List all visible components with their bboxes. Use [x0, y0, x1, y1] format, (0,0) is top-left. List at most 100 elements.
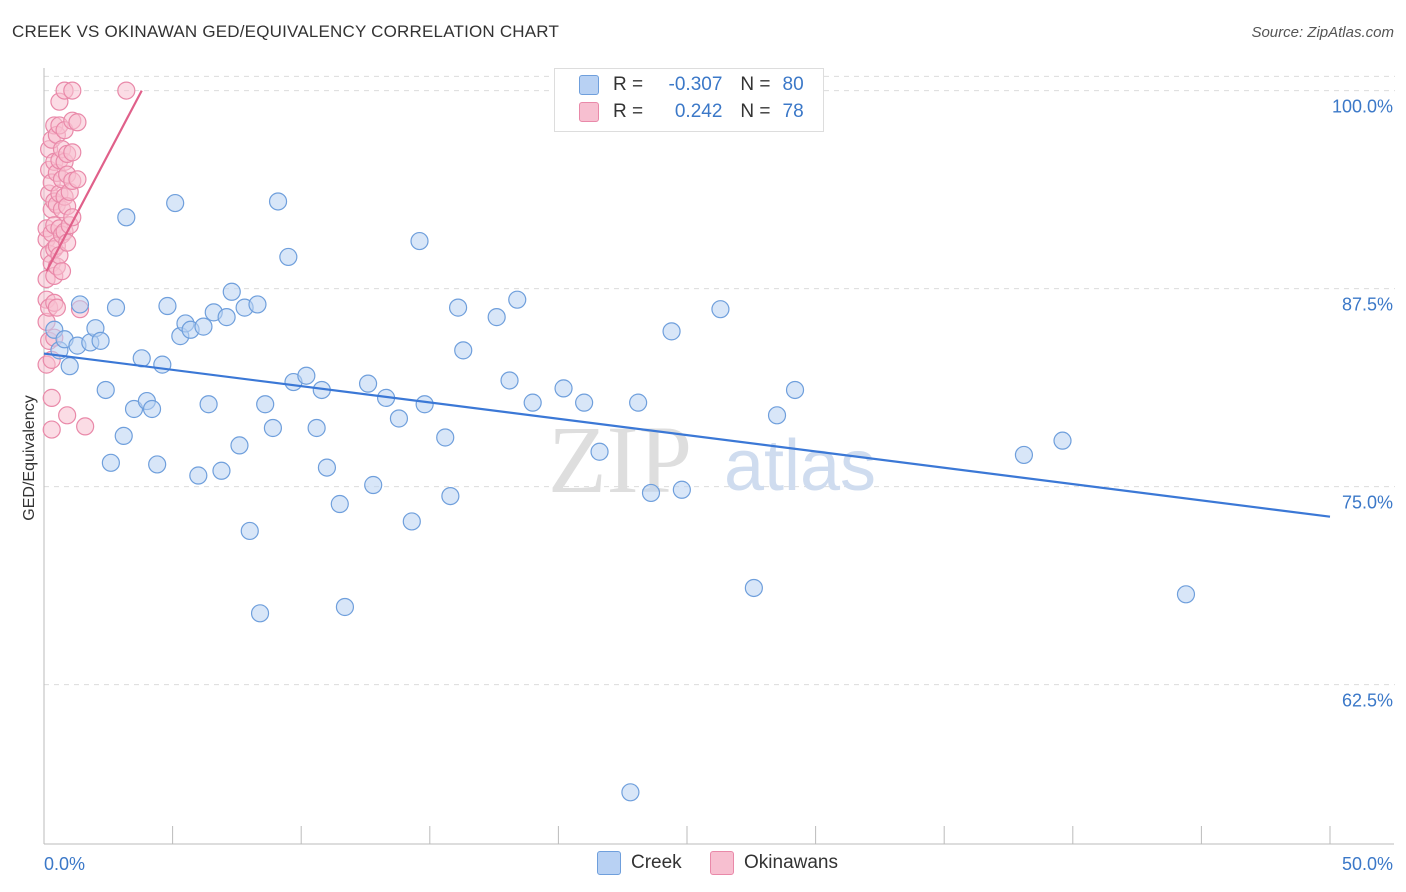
legend-swatch-creek: [579, 75, 599, 95]
legend-r-okinawans: 0.242: [674, 101, 723, 122]
creek-point: [142, 399, 162, 419]
creek-point: [508, 290, 527, 309]
legend-box: R = -0.307 N = 80 R = 0.242 N = 78: [554, 68, 824, 132]
okinawans-point: [42, 420, 61, 439]
creek-point: [212, 461, 231, 480]
creek-point: [448, 298, 468, 317]
creek-point: [330, 494, 349, 514]
legend-item-creek[interactable]: Creek: [597, 851, 682, 875]
legend-n-okinawans: 78: [782, 101, 804, 122]
creek-point: [317, 458, 337, 477]
creek-point: [1014, 445, 1034, 465]
creek-point: [662, 322, 681, 341]
legend-swatch-okinawans: [710, 851, 734, 875]
creek-point: [91, 331, 110, 350]
creek-point: [256, 395, 275, 414]
creek-point: [415, 395, 434, 414]
creek-point: [621, 783, 640, 802]
legend-n-label: N =: [740, 74, 771, 95]
creek-point: [523, 393, 542, 412]
creek-point: [268, 192, 288, 211]
creek-point: [364, 475, 383, 495]
creek-point: [248, 295, 267, 314]
axis-labels: 62.5% 75.0% 87.5% 100.0% 0.0% 50.0% GED/Equiva…: [21, 97, 1393, 874]
creek-point: [410, 231, 429, 251]
creek-point: [1053, 431, 1072, 450]
creek-point: [500, 371, 519, 390]
creek-point: [230, 436, 249, 455]
creek-point: [240, 521, 259, 541]
creek-point: [60, 357, 79, 376]
creek-point: [454, 341, 473, 360]
creek-point: [641, 483, 661, 503]
creek-point: [335, 597, 355, 617]
y-tick-label: 87.5%: [1342, 295, 1393, 315]
creek-point: [153, 355, 172, 374]
creek-point: [590, 442, 609, 461]
okinawans-point: [63, 81, 82, 100]
y-axis-label: GED/Equivalency: [21, 395, 38, 520]
legend-item-okinawans[interactable]: Okinawans: [710, 851, 838, 875]
okinawans-point: [117, 81, 136, 100]
creek-point: [436, 428, 455, 447]
creek-point: [166, 193, 185, 213]
creek-point: [263, 418, 283, 438]
creek-point: [70, 295, 90, 314]
y-tick-label: 62.5%: [1342, 691, 1393, 711]
legend-swatch-creek: [597, 851, 621, 875]
creek-point: [441, 487, 460, 506]
okinawans-point: [52, 262, 72, 281]
creek-point: [402, 512, 421, 531]
creek-point: [297, 366, 316, 385]
creek-point: [711, 300, 730, 319]
y-tick-label: 100.0%: [1332, 97, 1393, 117]
okinawans-point: [68, 170, 87, 189]
creek-point: [629, 393, 648, 412]
okinawans-point: [47, 298, 66, 317]
legend-r-label: R =: [613, 74, 644, 95]
creek-point: [96, 380, 115, 400]
creek-point: [158, 296, 177, 316]
okinawans-point: [76, 417, 95, 436]
trend-lines: [43, 90, 1331, 518]
okinawans-point: [58, 406, 77, 425]
okinawans-trend-line: [45, 90, 143, 272]
creek-point: [767, 406, 787, 425]
legend-row-creek: R = -0.307 N = 80: [579, 74, 804, 100]
okinawans-point: [42, 388, 61, 407]
creek-point: [222, 282, 241, 301]
creek-point: [307, 418, 326, 438]
chart-title: CREEK VS OKINAWAN GED/EQUIVALENCY CORREL…: [12, 22, 560, 41]
creek-point: [101, 453, 120, 472]
okinawans-point: [68, 113, 87, 132]
watermark-atlas: atlas: [724, 426, 876, 506]
y-tick-label: 75.0%: [1342, 493, 1393, 513]
legend-r-label: R =: [613, 101, 644, 122]
legend-n-label: N =: [740, 101, 771, 122]
creek-point: [487, 308, 506, 327]
creek-point: [575, 393, 594, 412]
creek-point: [217, 308, 236, 327]
legend-row-okinawans: R = 0.242 N = 78: [579, 101, 804, 127]
okinawans-point: [63, 143, 82, 162]
x-tick-label: 0.0%: [44, 854, 85, 874]
creek-point: [250, 604, 270, 623]
legend-label-okinawans: Okinawans: [744, 852, 838, 874]
legend-n-creek: 80: [782, 74, 804, 95]
creek-point: [117, 208, 136, 227]
creek-point: [554, 379, 573, 398]
creek-point: [672, 480, 691, 499]
creek-point: [114, 426, 133, 446]
creek-point: [1176, 585, 1196, 604]
watermark-zip: ZIP: [548, 406, 692, 513]
creek-point: [785, 380, 805, 400]
creek-point: [194, 317, 213, 336]
creek-point: [199, 395, 218, 414]
creek-point: [106, 298, 126, 317]
legend-swatch-okinawans: [579, 102, 599, 122]
x-tick-label: 50.0%: [1342, 854, 1393, 874]
creek-point: [148, 455, 167, 474]
legend-r-creek: -0.307: [668, 74, 723, 95]
creek-trend-line: [43, 352, 1331, 518]
